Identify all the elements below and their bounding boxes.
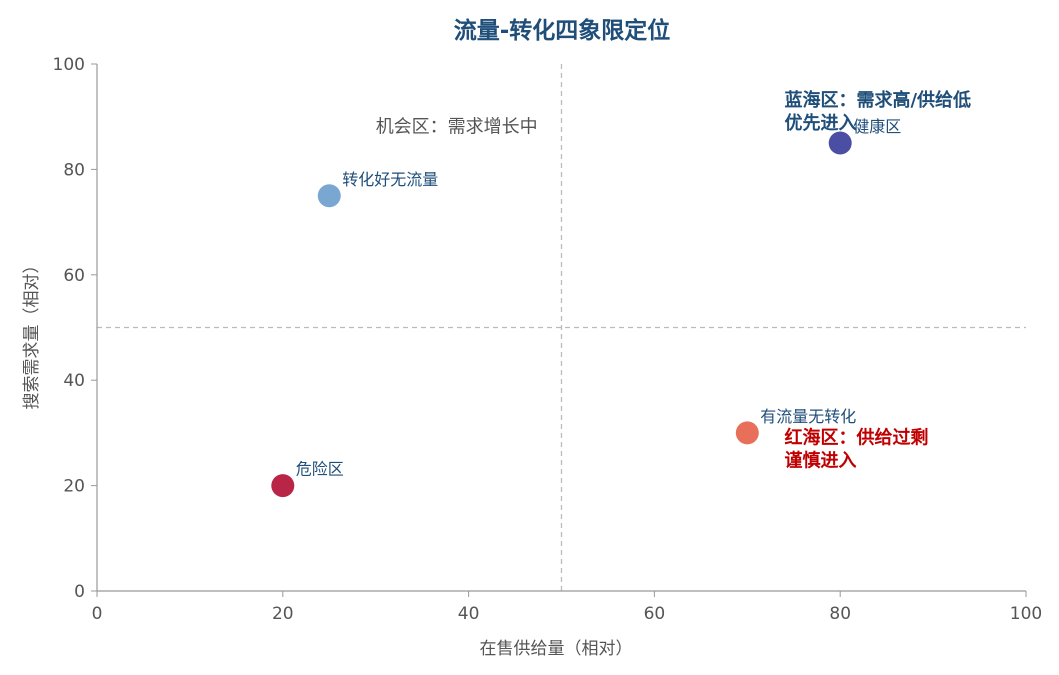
scatter-point [271, 474, 295, 498]
quadrant-annotation: 机会区：需求增长中 [376, 117, 538, 138]
quadrant-annotation: 蓝海区：需求高/供给低 [784, 89, 971, 111]
point-label: 健康区 [853, 117, 901, 136]
scatter-point [735, 421, 759, 445]
y-tick-label: 80 [63, 160, 85, 180]
x-tick-label: 40 [458, 604, 480, 624]
chart-title: 流量-转化四象限定位 [454, 17, 671, 44]
point-label: 有流量无转化 [760, 407, 856, 426]
y-tick-label: 20 [63, 477, 85, 497]
y-axis-title: 搜索需求量（相对） [22, 257, 42, 410]
quadrant-annotation: 红海区：供给过剩 [784, 426, 928, 448]
quadrant-annotation: 谨慎进入 [784, 449, 856, 471]
point-label: 转化好无流量 [342, 170, 438, 189]
x-tick-label: 20 [272, 604, 294, 624]
reference-lines [97, 64, 1026, 591]
y-tick-label: 0 [74, 582, 85, 602]
x-tick-label: 80 [829, 604, 851, 624]
x-tick-label: 60 [644, 604, 666, 624]
scatter-point [317, 184, 341, 208]
y-tick-label: 60 [63, 266, 85, 286]
scatter-point [828, 131, 852, 155]
x-tick-label: 0 [92, 604, 103, 624]
y-axis-ticks: 0 20 40 60 80 100 [53, 55, 97, 602]
point-label: 危险区 [296, 460, 344, 479]
x-tick-label: 100 [1010, 604, 1042, 624]
y-tick-label: 100 [53, 55, 85, 75]
y-tick-label: 40 [63, 371, 85, 391]
quadrant-annotation: 优先进入 [784, 112, 856, 134]
x-axis-title: 在售供给量（相对） [480, 639, 633, 659]
x-axis-ticks: 0 20 40 60 80 100 [92, 591, 1042, 624]
